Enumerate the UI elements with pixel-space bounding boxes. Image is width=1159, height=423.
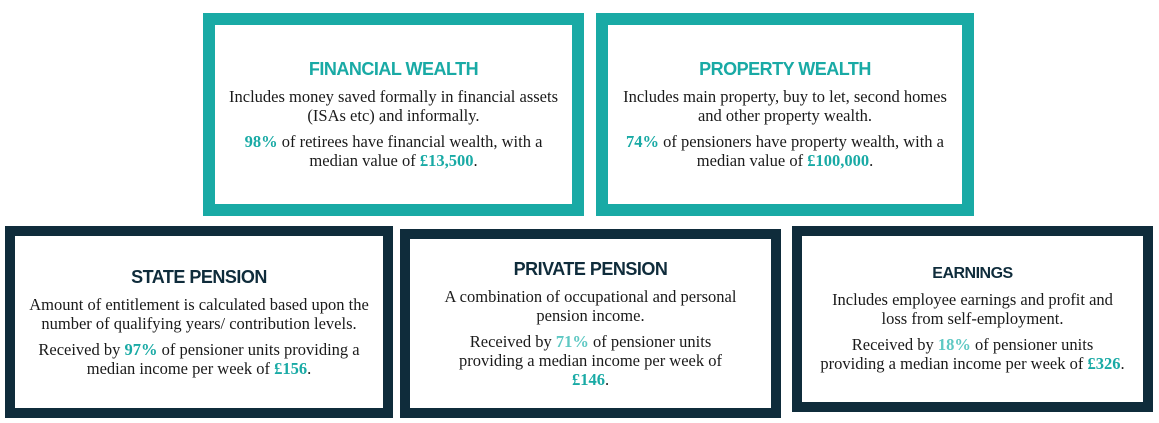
info-card: EARNINGS Includes employee earnings and p…	[792, 226, 1153, 412]
card-description: Amount of entitlement is calculated base…	[29, 294, 369, 333]
card-stat: 98% of retirees have financial wealth, w…	[229, 132, 558, 170]
card-description: Includes money saved formally in financi…	[229, 87, 558, 125]
stat-percent: 18%	[937, 335, 971, 354]
info-card: STATE PENSION Amount of entitlement is ca…	[5, 226, 393, 418]
card-title: PROPERTY WEALTH	[699, 59, 871, 79]
card-stat: Received by 18% of pensioner units provi…	[820, 335, 1125, 373]
info-card: PRIVATE PENSION A combination of occupati…	[400, 229, 781, 418]
stat-text: of pensioner units providing a median in…	[820, 335, 1094, 373]
stat-lead: Received by	[469, 331, 556, 351]
card-stat: 74% of pensioners have property wealth, …	[622, 132, 948, 170]
card-description: Includes main property, buy to let, seco…	[623, 87, 947, 125]
stat-amount: £146	[571, 369, 605, 389]
stat-amount: £326	[1087, 354, 1121, 373]
stat-amount: £156	[274, 358, 308, 378]
info-card: PROPERTY WEALTH Includes main property, b…	[596, 13, 974, 216]
stat-percent: 71%	[555, 331, 589, 351]
card-title: FINANCIAL WEALTH	[308, 59, 479, 79]
stat-text: of pensioner units providing a median in…	[459, 331, 722, 370]
stat-end: .	[869, 151, 874, 170]
stat-text: of pensioner units providing a median in…	[86, 339, 360, 378]
card-description: Includes employee earnings and profit an…	[832, 290, 1113, 328]
stat-percent: 74%	[626, 132, 659, 151]
card-stat: Received by 71% of pensioner units provi…	[444, 332, 737, 389]
stat-end: .	[307, 358, 312, 378]
stat-text: of pensioners have property wealth, with…	[659, 132, 944, 170]
stat-lead: Received by	[851, 335, 938, 354]
card-title: EARNINGS	[932, 265, 1013, 282]
stat-percent: 98%	[244, 132, 278, 151]
card-stat: Received by 97% of pensioner units provi…	[29, 340, 369, 378]
card-title: STATE PENSION	[131, 266, 267, 287]
stat-lead: Received by	[38, 339, 125, 359]
stat-amount: £13,500	[419, 151, 474, 170]
stat-text: of retirees have financial wealth, with …	[277, 132, 543, 170]
stat-percent: 97%	[124, 339, 158, 359]
info-card: FINANCIAL WEALTH Includes money saved for…	[203, 13, 584, 216]
card-description: A combination of occupational and person…	[444, 286, 737, 325]
stat-amount: £100,000	[807, 151, 870, 170]
stat-end: .	[1120, 354, 1125, 373]
stat-end: .	[604, 369, 610, 389]
card-title: PRIVATE PENSION	[513, 258, 668, 279]
stat-end: .	[473, 151, 478, 170]
